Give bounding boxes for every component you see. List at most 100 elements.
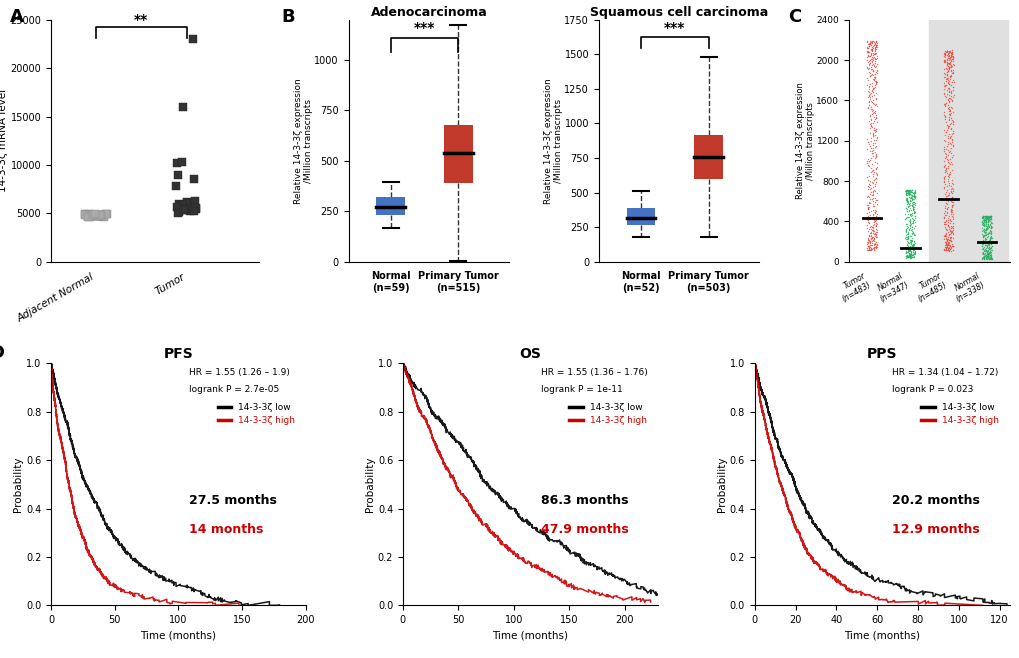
Point: [898, 186, 914, 196]
Point: [905, 228, 921, 239]
Point: [864, 138, 880, 148]
Point: [864, 74, 880, 85]
Point: [900, 242, 916, 253]
Point: [904, 228, 920, 238]
Point: [974, 224, 990, 235]
Point: [868, 209, 884, 220]
Text: B: B: [281, 8, 294, 26]
Point: [977, 217, 994, 228]
Point: [979, 247, 996, 257]
Point: [860, 218, 876, 228]
Point: [862, 68, 878, 79]
Point: [864, 201, 880, 211]
Point: [941, 243, 957, 254]
Point: [938, 216, 955, 227]
Point: [973, 239, 989, 249]
Point: [862, 121, 878, 132]
Point: [982, 242, 999, 253]
Point: [943, 197, 959, 208]
Point: [904, 247, 920, 257]
Point: [860, 41, 876, 51]
Point: [940, 236, 956, 247]
Point: [866, 76, 882, 86]
Point: [937, 67, 954, 78]
Point: [942, 52, 958, 63]
Point: [982, 253, 999, 264]
Point: [898, 241, 914, 252]
Point: [859, 240, 875, 251]
Point: [903, 192, 919, 203]
Point: [935, 174, 952, 184]
Point: [897, 226, 913, 236]
Point: [906, 187, 922, 197]
Point: [81, 209, 97, 219]
Point: [859, 91, 875, 102]
Point: [936, 98, 953, 109]
Point: [940, 111, 956, 122]
Point: [865, 36, 881, 47]
Point: [937, 166, 954, 176]
Point: [900, 211, 916, 222]
Point: [940, 221, 956, 232]
Point: [863, 232, 879, 243]
Point: [866, 88, 882, 99]
Point: [903, 252, 919, 263]
Point: [937, 46, 954, 57]
Point: [897, 224, 913, 234]
Point: [859, 184, 875, 194]
Point: [980, 249, 997, 259]
Point: [185, 206, 202, 216]
Point: [977, 245, 994, 255]
Point: [940, 228, 956, 239]
Text: 27.5 months: 27.5 months: [189, 494, 276, 507]
Point: [898, 251, 914, 262]
Point: [978, 249, 995, 260]
Point: [980, 243, 997, 253]
Point: [982, 222, 999, 232]
Point: [978, 211, 995, 222]
Point: [976, 251, 993, 261]
Point: [976, 253, 993, 263]
Point: [82, 211, 98, 222]
Point: [866, 208, 882, 218]
Text: 20.2 months: 20.2 months: [892, 494, 979, 507]
Point: [935, 173, 952, 184]
Point: [171, 199, 187, 209]
Point: [865, 74, 881, 84]
Point: [861, 38, 877, 48]
Point: [899, 188, 915, 198]
Point: [859, 241, 875, 251]
Point: [942, 72, 958, 82]
Point: [941, 158, 957, 168]
Point: [904, 204, 920, 215]
Point: [940, 161, 956, 171]
Point: [173, 157, 190, 167]
Point: [860, 86, 876, 97]
Point: [938, 72, 955, 83]
Point: [862, 233, 878, 243]
Point: [942, 227, 958, 238]
Point: [866, 47, 882, 58]
Point: [943, 188, 959, 199]
Point: [944, 175, 960, 186]
Point: [942, 147, 958, 158]
Point: [937, 243, 954, 253]
Point: [942, 235, 958, 245]
Point: [859, 234, 875, 245]
Point: [904, 246, 920, 257]
Point: [980, 236, 997, 247]
Point: [974, 211, 990, 221]
Point: [943, 177, 959, 188]
Point: [944, 61, 960, 71]
Point: [975, 219, 991, 230]
Point: [865, 125, 881, 136]
Point: [904, 215, 920, 226]
Point: [979, 231, 996, 241]
Point: [861, 110, 877, 120]
Point: [903, 233, 919, 243]
Point: [866, 54, 882, 64]
Point: [975, 224, 991, 234]
Point: [982, 221, 999, 232]
Point: [934, 161, 951, 172]
Point: [867, 78, 883, 89]
